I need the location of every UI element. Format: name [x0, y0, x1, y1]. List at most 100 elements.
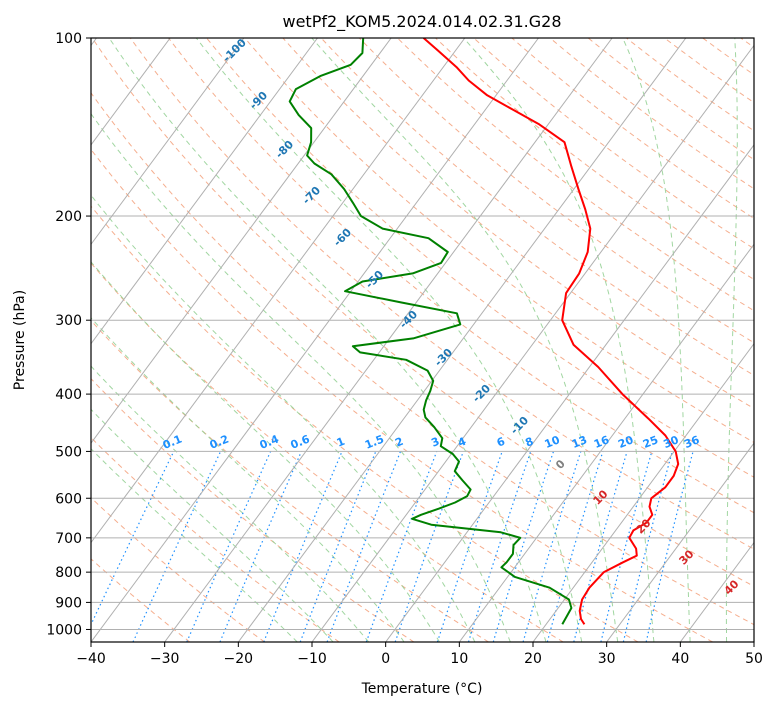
dry-adiabat — [91, 262, 564, 642]
dry-adiabat — [91, 377, 415, 642]
mixing-ratio-line — [365, 451, 438, 642]
isotherm-line — [606, 442, 754, 642]
moist-adiabat-label: 30 — [677, 547, 697, 567]
mixing-ratio-line — [467, 451, 532, 642]
mixing-ratio-line — [326, 451, 402, 642]
dry-adiabat-label: -60 — [331, 226, 354, 249]
dry-adiabat — [434, 38, 754, 281]
moist-adiabat — [622, 38, 691, 642]
y-tick-label: 900 — [55, 595, 82, 611]
y-tick-label: 1000 — [46, 622, 82, 638]
moist-adiabat-label: 10 — [591, 487, 611, 507]
dry-adiabat — [320, 38, 754, 376]
y-tick-label: 100 — [55, 31, 82, 47]
moist-adiabat — [91, 408, 334, 642]
mixing-ratio-label: 36 — [682, 433, 701, 451]
mixing-ratio-line — [573, 451, 628, 642]
moist-adiabat — [91, 261, 440, 642]
dry-adiabat — [760, 25, 775, 642]
dry-adiabat — [167, 38, 754, 514]
dry-adiabat — [129, 38, 754, 550]
isotherm-line — [91, 38, 539, 642]
axes-layer: −40 −30 −20 −10 0 10 20 30 40 5010020030040050060… — [46, 31, 763, 667]
mixing-ratio-line — [436, 451, 503, 642]
grid-layer — [91, 38, 754, 642]
x-tick-label: 20 — [524, 651, 542, 667]
mixing-ratio-line — [522, 451, 582, 642]
plot-frame — [90, 37, 755, 643]
isotherm-line — [91, 38, 466, 544]
moist-adiabat — [91, 448, 298, 642]
mixing-ratio-line — [186, 451, 272, 642]
isotherm-line — [753, 641, 754, 642]
isotherm-line — [532, 342, 754, 642]
dry-adiabat — [91, 92, 754, 626]
y-tick-label: 700 — [55, 531, 82, 547]
mixing-ratio-label: 0.2 — [208, 432, 231, 451]
dry-adiabat-label: -100 — [220, 36, 249, 65]
x-axis-label: Temperature (°C) — [361, 681, 483, 697]
y-tick-label: 500 — [55, 444, 82, 460]
moist-adiabat — [463, 38, 655, 642]
mixing-ratio-line — [219, 451, 302, 642]
y-tick-label: 800 — [55, 565, 82, 581]
moist-adiabat — [91, 112, 511, 642]
dry-adiabat — [587, 38, 754, 161]
x-tick-label: 30 — [598, 651, 616, 667]
mixing-ratio-label: 30 — [661, 433, 680, 451]
isotherm-line — [91, 38, 318, 345]
dry-adiabat — [663, 38, 754, 104]
isotherm-line — [164, 38, 613, 642]
mixing-ratio-line — [263, 451, 343, 642]
x-tick-label: −20 — [224, 651, 254, 667]
moist-adiabat — [725, 38, 738, 642]
moist-adiabat — [91, 194, 476, 642]
dry-adiabat-label: -70 — [300, 184, 323, 207]
y-tick-label: 400 — [55, 387, 82, 403]
y-axis-label: Pressure (hPa) — [12, 290, 28, 390]
x-tick-label: −10 — [297, 651, 327, 667]
dry-adiabat-label: -80 — [273, 138, 296, 161]
mixing-ratio-label: 6 — [495, 435, 507, 450]
dry-adiabat — [205, 38, 754, 478]
dewpoint-line — [288, 38, 573, 625]
mixing-ratio-line — [299, 451, 377, 642]
dry-adiabat — [701, 38, 754, 76]
isotherm-line — [679, 541, 754, 642]
x-tick-label: 0 — [381, 651, 390, 667]
moist-adiabat-label: 20 — [634, 516, 654, 536]
dry-adiabat — [91, 38, 754, 587]
isotherm-line — [91, 38, 392, 444]
dry-adiabat — [549, 38, 754, 190]
mixing-ratio-label: 10 — [543, 433, 562, 451]
mixing-ratio-label: 0.1 — [161, 432, 184, 451]
moist-adiabat — [91, 365, 370, 642]
mixing-ratio-label: 3 — [429, 435, 441, 450]
dry-adiabat — [472, 38, 754, 250]
mixing-ratio-label: 1.5 — [363, 432, 386, 451]
mixing-ratio-line — [91, 451, 175, 626]
mixing-ratio-line — [546, 451, 604, 642]
mixing-ratio-label: 25 — [641, 433, 660, 451]
dry-adiabat — [282, 38, 754, 410]
mixing-ratio-label: 0.6 — [289, 432, 312, 451]
moist-adiabat — [91, 316, 405, 642]
moist-adiabat — [311, 38, 619, 642]
y-tick-label: 300 — [55, 313, 82, 329]
x-tick-label: 50 — [745, 651, 763, 667]
x-tick-label: 40 — [671, 651, 689, 667]
chart-title: wetPf2_KOM5.2024.014.02.31.G28 — [282, 12, 561, 32]
dry-adiabat — [358, 38, 754, 344]
mixing-ratio-line — [600, 451, 653, 642]
mixing-ratio-line — [622, 451, 673, 642]
dry-adiabat-label: -50 — [363, 268, 386, 291]
moist-adiabat-label: 40 — [722, 577, 742, 597]
dry-adiabat-label: -90 — [247, 89, 270, 112]
y-tick-label: 600 — [55, 491, 82, 507]
isotherm-line — [91, 38, 171, 146]
mixing-ratio-label: 8 — [523, 435, 535, 450]
dry-adiabat — [91, 497, 265, 642]
x-tick-label: 10 — [450, 651, 468, 667]
isotherm-line — [458, 243, 754, 642]
